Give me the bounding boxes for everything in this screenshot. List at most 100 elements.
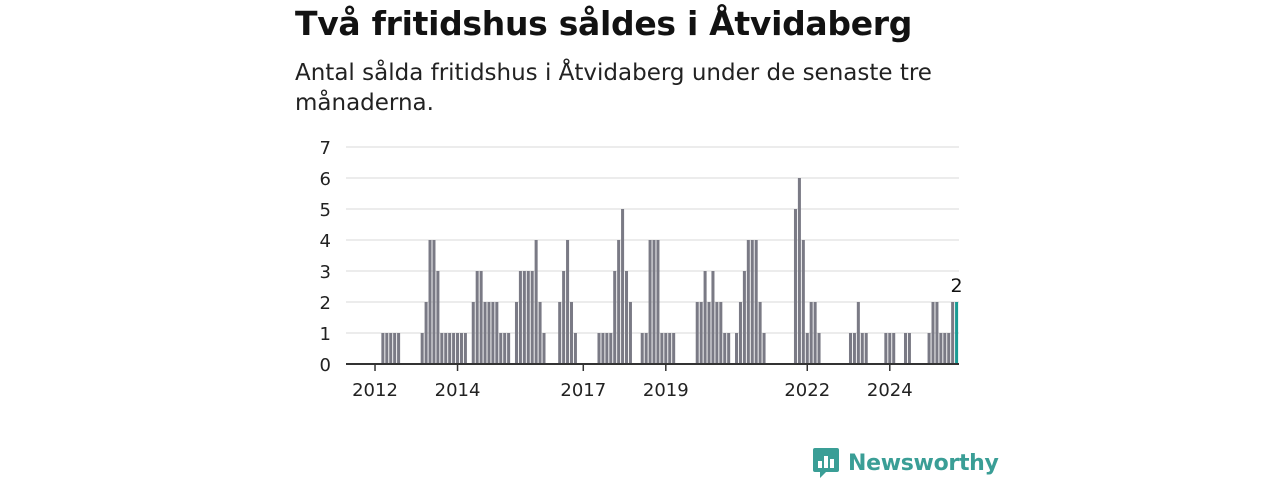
bar <box>742 271 746 364</box>
bar <box>715 302 719 364</box>
bar <box>907 333 911 364</box>
bar <box>569 302 574 364</box>
chart-subtitle: Antal sålda fritidshus i Åtvidaberg unde… <box>295 60 932 116</box>
bar <box>507 333 511 364</box>
bar <box>856 302 860 364</box>
bar <box>935 302 939 364</box>
bar <box>503 333 507 364</box>
bar <box>797 178 801 364</box>
bar <box>884 333 888 364</box>
bar <box>695 302 699 364</box>
bar <box>801 240 805 364</box>
x-tick-label: 2022 <box>784 380 830 401</box>
chart-title: Två fritidshus såldes i Åtvidaberg <box>295 4 913 43</box>
bar <box>888 333 892 364</box>
bar <box>448 333 452 364</box>
bar <box>903 333 908 364</box>
bar <box>452 333 456 364</box>
bar <box>475 271 479 364</box>
bar <box>621 209 625 364</box>
bar <box>628 302 632 364</box>
bar <box>640 333 644 364</box>
bar <box>495 302 499 364</box>
bar <box>735 333 739 364</box>
bar <box>397 333 401 364</box>
bar <box>428 240 432 364</box>
bar <box>432 240 436 364</box>
newsworthy-logo-icon <box>813 448 839 478</box>
bar <box>947 333 951 364</box>
newsworthy-brand[interactable]: Newsworthy <box>812 446 999 480</box>
bar <box>459 333 463 364</box>
bar <box>805 333 809 364</box>
bar <box>522 271 526 364</box>
bar <box>514 302 518 364</box>
bar <box>499 333 503 364</box>
x-tick-label: 2012 <box>352 380 398 401</box>
bar <box>573 333 577 364</box>
bar <box>393 333 397 364</box>
y-tick-label: 0 <box>320 355 331 376</box>
bar <box>566 240 570 364</box>
bar <box>617 240 621 364</box>
bar <box>793 209 797 364</box>
bar <box>864 333 868 364</box>
bar <box>652 240 656 364</box>
bar <box>444 333 448 364</box>
bar <box>530 271 534 364</box>
bar <box>605 333 609 364</box>
x-tick-label: 2014 <box>435 380 481 401</box>
y-tick-label: 6 <box>320 169 331 190</box>
bar <box>597 333 601 364</box>
x-tick-label: 2017 <box>560 380 606 401</box>
bar <box>385 333 389 364</box>
bar <box>534 240 538 364</box>
bar <box>860 333 864 364</box>
bar <box>562 271 566 364</box>
bar <box>518 271 522 364</box>
bar <box>664 333 668 364</box>
highlight-data-label: 2 <box>951 275 963 297</box>
bar <box>609 333 613 364</box>
bar <box>892 333 896 364</box>
bar <box>699 302 703 364</box>
bar <box>424 302 428 364</box>
bar <box>817 333 821 364</box>
bar <box>644 333 648 364</box>
y-tick-label: 1 <box>320 324 331 345</box>
y-tick-label: 4 <box>320 231 331 252</box>
bar <box>707 302 711 364</box>
x-tick-label: 2019 <box>643 380 689 401</box>
bar <box>750 240 754 364</box>
bar <box>668 333 672 364</box>
bar <box>483 302 487 364</box>
bar <box>381 333 385 364</box>
y-tick-label: 7 <box>320 138 331 159</box>
bar <box>719 302 723 364</box>
bar <box>852 333 856 364</box>
bar <box>440 333 444 364</box>
bar <box>738 302 742 364</box>
bar <box>727 333 731 364</box>
bar <box>526 271 530 364</box>
bar <box>754 240 758 364</box>
bar <box>491 302 495 364</box>
bar <box>613 271 617 364</box>
bar <box>656 240 660 364</box>
bar <box>538 302 542 364</box>
bar <box>813 302 817 364</box>
x-tick-label: 2024 <box>867 380 913 401</box>
bar <box>463 333 467 364</box>
bar <box>479 271 483 364</box>
bar <box>809 302 813 364</box>
bar <box>758 302 762 364</box>
brand-name: Newsworthy <box>848 450 999 476</box>
y-tick-label: 5 <box>320 200 331 221</box>
bar <box>931 302 935 364</box>
bar <box>762 333 766 364</box>
bar <box>389 333 393 364</box>
bar <box>624 271 629 364</box>
bar <box>848 333 853 364</box>
bar <box>746 240 750 364</box>
